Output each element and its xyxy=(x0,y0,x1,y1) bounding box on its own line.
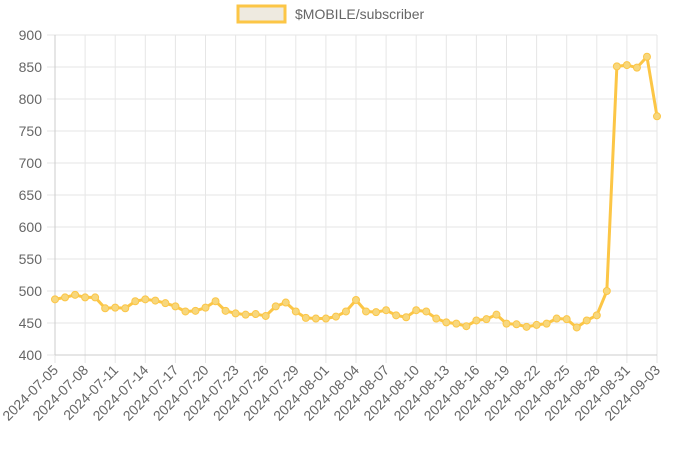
data-point[interactable] xyxy=(352,295,360,304)
data-point[interactable] xyxy=(382,306,391,315)
data-point[interactable] xyxy=(512,320,521,329)
data-point[interactable] xyxy=(121,304,130,313)
data-point[interactable] xyxy=(462,322,471,331)
data-point[interactable] xyxy=(502,319,511,328)
data-point[interactable] xyxy=(472,316,481,325)
y-tick-label: 900 xyxy=(19,27,43,43)
legend-swatch xyxy=(236,4,287,24)
data-point[interactable] xyxy=(231,309,240,318)
data-point[interactable] xyxy=(311,314,320,323)
y-tick-label: 600 xyxy=(19,219,43,235)
data-point[interactable] xyxy=(582,316,591,325)
data-point[interactable] xyxy=(552,314,561,323)
series-layer xyxy=(51,52,661,332)
data-point[interactable] xyxy=(362,307,371,316)
data-point[interactable] xyxy=(422,307,431,316)
y-tick-label: 700 xyxy=(19,155,43,171)
data-point[interactable] xyxy=(261,311,270,320)
data-point[interactable] xyxy=(341,307,350,316)
y-tick-label: 450 xyxy=(19,315,43,331)
data-point[interactable] xyxy=(482,315,491,324)
data-point[interactable] xyxy=(291,307,300,316)
data-point[interactable] xyxy=(141,295,150,304)
data-point[interactable] xyxy=(602,287,611,295)
legend[interactable]: $MOBILE/subscriber xyxy=(236,4,424,24)
data-point[interactable] xyxy=(492,310,501,319)
data-point[interactable] xyxy=(241,310,250,319)
data-point[interactable] xyxy=(612,62,621,71)
data-point[interactable] xyxy=(522,322,531,331)
data-point[interactable] xyxy=(81,293,90,302)
data-point[interactable] xyxy=(201,303,210,312)
data-point[interactable] xyxy=(221,306,230,315)
data-point[interactable] xyxy=(632,63,641,72)
data-point[interactable] xyxy=(131,297,140,306)
y-tick-label: 750 xyxy=(19,123,43,139)
data-point[interactable] xyxy=(251,310,260,319)
data-point[interactable] xyxy=(281,298,290,307)
data-point[interactable] xyxy=(161,299,170,308)
data-point[interactable] xyxy=(111,303,120,312)
data-point[interactable] xyxy=(442,318,451,327)
data-point[interactable] xyxy=(211,297,220,306)
y-tick-label: 650 xyxy=(19,187,43,203)
data-point[interactable] xyxy=(321,314,330,323)
data-point[interactable] xyxy=(642,52,651,61)
data-point[interactable] xyxy=(181,307,190,316)
data-point[interactable] xyxy=(372,308,381,317)
y-tick-label: 500 xyxy=(19,283,43,299)
legend-label: $MOBILE/subscriber xyxy=(295,6,424,22)
axes: 4004505005506006507007508008509002024-07… xyxy=(0,27,663,424)
grid xyxy=(47,34,658,363)
data-point[interactable] xyxy=(51,295,59,304)
data-point[interactable] xyxy=(572,323,581,332)
y-tick-label: 550 xyxy=(19,251,43,267)
data-point[interactable] xyxy=(331,312,340,321)
data-point[interactable] xyxy=(151,296,160,305)
data-point[interactable] xyxy=(61,293,70,302)
data-point[interactable] xyxy=(101,304,110,313)
data-point[interactable] xyxy=(171,302,180,311)
data-point[interactable] xyxy=(301,313,310,322)
y-tick-label: 800 xyxy=(19,91,43,107)
data-point[interactable] xyxy=(271,302,280,311)
data-point[interactable] xyxy=(412,306,421,315)
data-point[interactable] xyxy=(71,290,80,299)
data-point[interactable] xyxy=(191,306,200,315)
data-point[interactable] xyxy=(592,311,601,320)
y-tick-label: 400 xyxy=(19,347,43,363)
data-point[interactable] xyxy=(562,315,571,324)
data-point[interactable] xyxy=(402,313,411,322)
data-point[interactable] xyxy=(452,319,461,328)
data-point[interactable] xyxy=(622,61,631,70)
y-tick-label: 850 xyxy=(19,59,43,75)
data-point[interactable] xyxy=(91,293,100,302)
data-point[interactable] xyxy=(432,314,441,323)
data-point[interactable] xyxy=(392,311,401,320)
data-point[interactable] xyxy=(532,320,541,329)
data-point[interactable] xyxy=(653,112,661,121)
data-point[interactable] xyxy=(542,319,551,328)
